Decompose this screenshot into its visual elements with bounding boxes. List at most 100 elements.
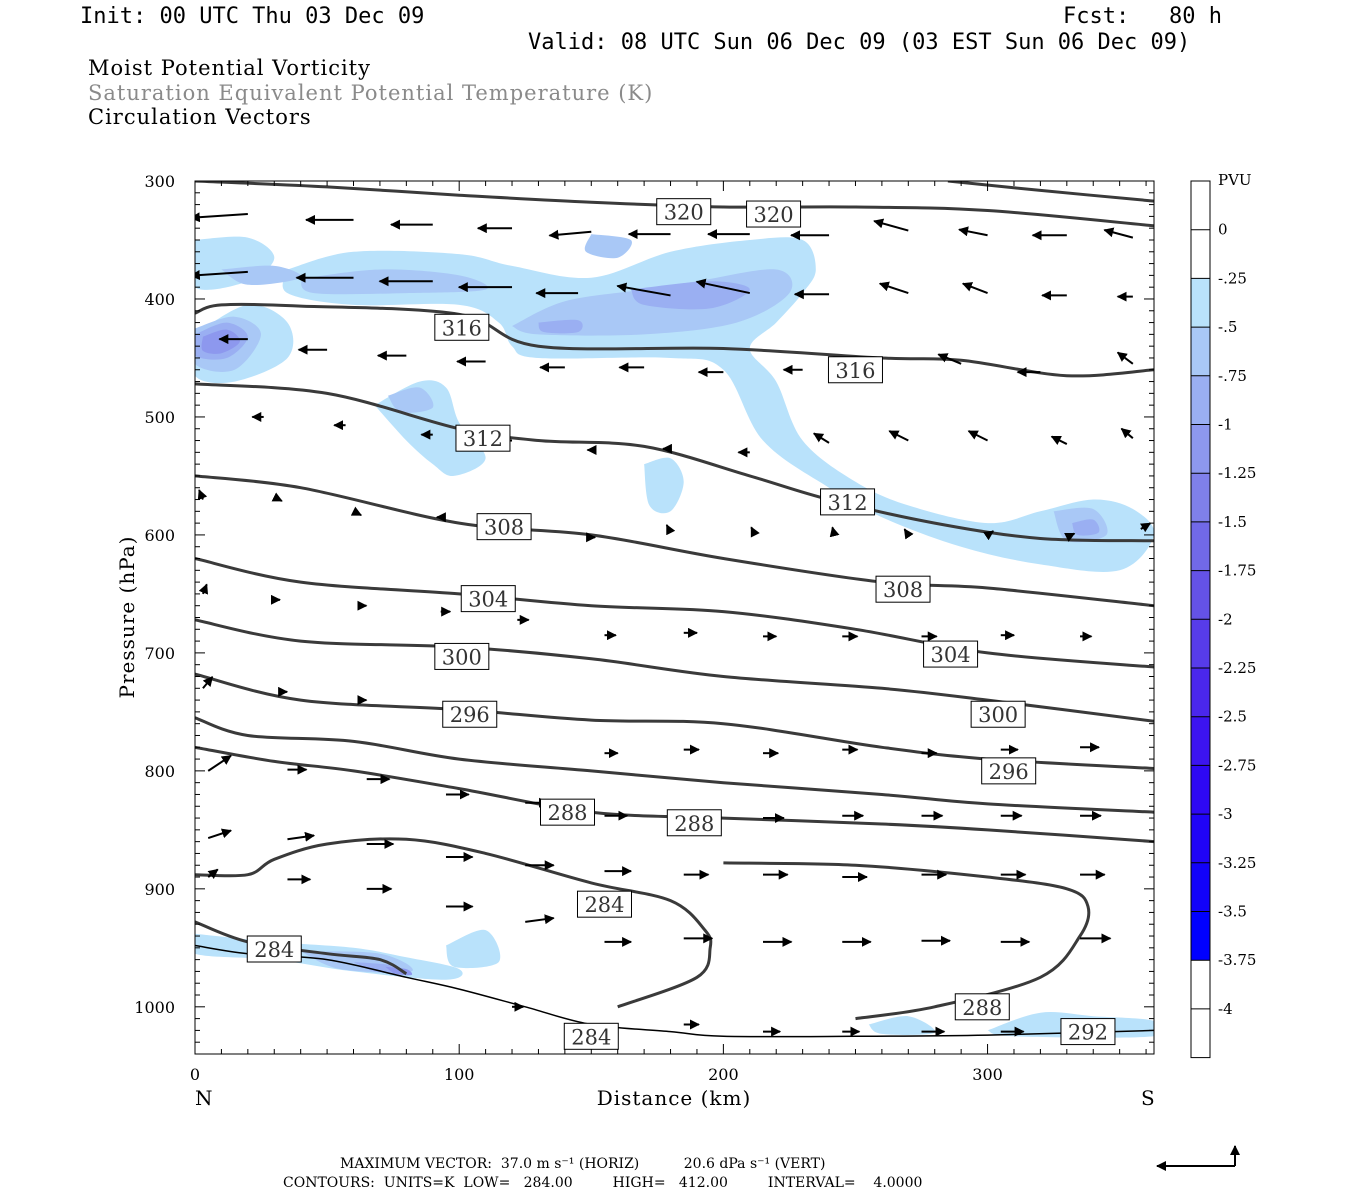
colorbar-swatch — [1191, 473, 1210, 522]
contour-label: 300 — [978, 703, 1018, 727]
circulation-vector — [878, 281, 909, 295]
pv-region — [446, 929, 501, 969]
pv-region — [630, 281, 750, 310]
circulation-vector — [1050, 435, 1068, 445]
circulation-vector — [967, 430, 989, 442]
circulation-vector — [903, 528, 914, 540]
contour-label-box — [981, 757, 1037, 785]
circulation-vector — [548, 229, 592, 240]
contour-label: 284 — [254, 938, 294, 962]
valid-time: Valid: 08 UTC Sun 06 Dec 09 (03 EST Sun … — [528, 30, 1191, 55]
contour-labels: 320 320 316 316 312 312 308 308 304 304 300 300 296 2… — [246, 198, 1116, 1050]
colorbar-tick-label: -3 — [1218, 805, 1233, 823]
colorbar-swatch — [1191, 716, 1210, 766]
contour-label-box — [540, 798, 596, 826]
colorbar-tick-label: -4 — [1218, 1000, 1233, 1018]
colorbar-swatch — [1191, 375, 1210, 425]
colorbar: PVU 0 -.25 -.5 -.75 -1 -1.25 -1.5 -1.75 -2 -2.25 -2… — [1190, 171, 1256, 1059]
contour-label: 316 — [835, 359, 875, 383]
contour-label: 296 — [989, 760, 1029, 784]
colorbar-swatch — [1191, 814, 1210, 863]
colorbar-tick-label: -.25 — [1218, 269, 1247, 287]
contour-label-box — [434, 642, 490, 670]
contour-label: 304 — [931, 643, 971, 667]
contour-label-box — [442, 700, 498, 728]
colorbar-swatch — [1191, 327, 1210, 376]
contour-label-box — [1060, 1018, 1116, 1046]
contour-label-box — [434, 313, 490, 341]
theta-contour-316 — [195, 302, 1154, 378]
x-tick-label: 200 — [708, 1065, 739, 1084]
colorbar-swatch — [1191, 619, 1210, 668]
contour-label: 288 — [674, 812, 714, 836]
pv-region — [387, 387, 434, 413]
colorbar-tick-label: 0 — [1218, 221, 1228, 239]
contour-label-box — [576, 890, 632, 918]
y-tick-label: 700 — [144, 644, 175, 663]
colorbar-tick-label: -.5 — [1218, 318, 1237, 336]
colorbar-tick-label: -.75 — [1218, 367, 1247, 385]
pv-region — [644, 457, 684, 514]
forecast-hour: Fcst: 80 h — [1063, 4, 1222, 29]
circulation-vector — [1120, 427, 1134, 439]
theta-contour-300 — [195, 618, 1154, 723]
colorbar-tick-label: -3.75 — [1218, 951, 1256, 969]
y-tick-label: 800 — [144, 762, 175, 781]
colorbar-tick-label: -3.5 — [1218, 903, 1247, 921]
circulation-vector — [937, 353, 962, 365]
contour-label: 284 — [584, 893, 624, 917]
colorbar-swatch — [1191, 668, 1210, 717]
circulation-vector — [271, 492, 283, 502]
circulation-vector — [1140, 522, 1152, 533]
colorbar-swatch — [1191, 278, 1210, 328]
max-vector-note: MAXIMUM VECTOR: 37.0 m s⁻¹ (HORIZ) 20.6 … — [340, 1156, 826, 1172]
contour-label-box — [656, 198, 712, 226]
x-end-label-south: S — [1141, 1086, 1156, 1110]
contour-label: 284 — [571, 1025, 611, 1049]
colorbar-tick-label: -2.25 — [1218, 659, 1256, 677]
circulation-vector — [750, 526, 760, 538]
colorbar-swatch — [1191, 862, 1210, 912]
circulation-vector — [813, 432, 830, 444]
colorbar-title: PVU — [1218, 171, 1252, 189]
contour-label-box — [954, 993, 1010, 1021]
colorbar-swatch — [1191, 765, 1210, 815]
contour-label: 308 — [883, 578, 923, 602]
y-tick-label: 500 — [144, 408, 175, 427]
y-tick-label: 600 — [144, 526, 175, 545]
contour-label: 312 — [463, 427, 503, 451]
contours-note: CONTOURS: UNITS=K LOW= 284.00 HIGH= 412.… — [283, 1175, 923, 1191]
field-title-thetae: Saturation Equivalent Potential Temperat… — [88, 81, 654, 105]
init-time: Init: 00 UTC Thu 03 Dec 09 — [80, 4, 425, 29]
axes: 300 400 500 600 700 800 900 1000 0 100 200 300 N S Dis… — [115, 172, 1156, 1110]
contour-label-box — [460, 585, 516, 613]
circulation-vector — [195, 212, 248, 223]
theta-contour-292 — [195, 716, 1154, 814]
reference-vector-icon — [1156, 1145, 1240, 1171]
colorbar-tick-label: -2 — [1218, 610, 1233, 628]
pv-region — [282, 237, 1154, 572]
pv-region — [584, 234, 632, 259]
contour-label: 296 — [450, 703, 490, 727]
colorbar-tick-label: -2.75 — [1218, 756, 1256, 774]
theta-contour-304 — [195, 557, 1154, 669]
contour-label-box — [820, 488, 876, 516]
circulation-vector — [207, 754, 232, 772]
y-tick-label: 300 — [144, 172, 175, 191]
colorbar-swatch — [1191, 911, 1210, 961]
contour-label: 288 — [547, 801, 587, 825]
circulation-vector — [873, 218, 909, 232]
contour-label: 300 — [442, 645, 482, 669]
x-tick-label: 100 — [444, 1065, 475, 1084]
theta-contour-284 — [195, 920, 408, 976]
contour-label: 288 — [962, 996, 1002, 1020]
circulation-vector — [525, 914, 555, 925]
circulation-vector — [202, 676, 214, 689]
contour-label-box — [875, 575, 931, 603]
circulation-vector — [197, 489, 208, 501]
circulation-vector — [665, 524, 676, 536]
circulation-vector — [198, 583, 209, 595]
contour-label-box — [827, 356, 883, 384]
circulation-vector — [287, 831, 316, 842]
circulation-vector — [829, 526, 840, 538]
